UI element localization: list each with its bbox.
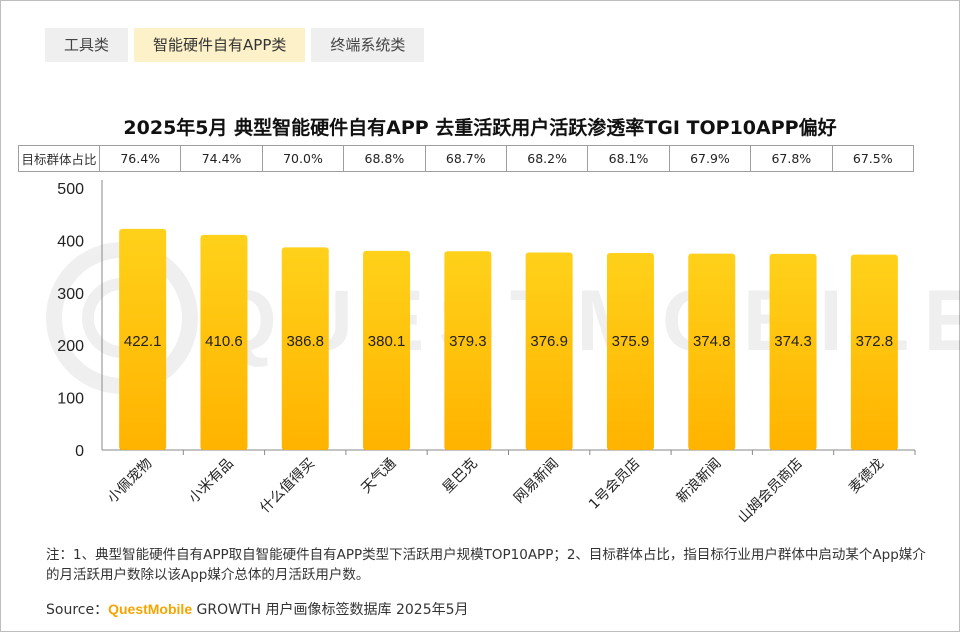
bar-value-label: 410.6 — [205, 333, 243, 350]
category-tabs: 工具类 智能硬件自有APP类 终端系统类 — [45, 28, 425, 62]
y-tick-label: 100 — [57, 391, 84, 408]
bar — [688, 253, 736, 450]
target-share-value: 68.8% — [343, 145, 426, 172]
bar — [769, 253, 817, 450]
target-share-value: 67.9% — [668, 145, 752, 172]
source-brand: QuestMobile — [108, 601, 193, 617]
bar — [525, 252, 573, 450]
x-category-label: 小佩宠物 — [105, 456, 156, 507]
chart-title: 2025年5月 典型智能硬件自有APP 去重活跃用户活跃渗透率TGI TOP10… — [123, 117, 837, 139]
x-category-label: 麦德龙 — [846, 456, 887, 497]
tab-smart-hardware-apps[interactable]: 智能硬件自有APP类 — [134, 28, 306, 62]
y-tick-label: 400 — [57, 233, 84, 250]
target-share-value: 67.8% — [750, 145, 833, 172]
x-category-label: 星巴克 — [440, 456, 481, 497]
footnote: 注：1、典型智能硬件自有APP取自智能硬件自有APP类型下活跃用户规模TOP10… — [46, 547, 926, 583]
watermark-text: QUESTMOBILE — [210, 273, 960, 369]
bar-value-label: 374.8 — [693, 333, 731, 350]
y-tick-label: 0 — [75, 443, 84, 460]
source-line: Source：QuestMobile GROWTH 用户画像标签数据库 2025… — [46, 599, 469, 619]
bar — [606, 253, 654, 450]
y-tick-label: 300 — [57, 286, 84, 303]
bar — [119, 228, 167, 450]
x-category-label: 小米有品 — [186, 456, 237, 507]
bar — [444, 251, 492, 450]
watermark: QUESTMOBILE — [46, 242, 960, 394]
tab-tools[interactable]: 工具类 — [45, 28, 129, 62]
bar-value-label: 379.3 — [449, 333, 487, 350]
bar-value-label: 374.3 — [774, 333, 812, 350]
bar-value-label: 372.8 — [856, 333, 894, 350]
bar — [850, 254, 898, 450]
bar — [363, 250, 411, 450]
bar-value-label: 376.9 — [530, 333, 568, 350]
tab-terminal-system[interactable]: 终端系统类 — [311, 28, 425, 62]
x-category-label: 网易新闻 — [511, 456, 562, 507]
bar-value-label: 386.8 — [286, 333, 324, 350]
target-share-value: 68.1% — [587, 145, 670, 172]
target-share-row: 目标群体占比 76.4% 74.4% 70.0% 68.8% 68.7% 68.… — [18, 145, 915, 172]
x-category-label: 什么值得买 — [257, 455, 319, 517]
x-category-label: 新浪新闻 — [674, 456, 725, 507]
bar-value-label: 380.1 — [368, 333, 406, 350]
target-share-value: 74.4% — [180, 145, 263, 172]
source-prefix: Source： — [46, 602, 109, 618]
target-share-value: 67.5% — [831, 145, 915, 172]
bar — [281, 247, 329, 450]
y-tick-label: 500 — [57, 181, 84, 198]
target-share-value: 70.0% — [261, 145, 345, 172]
target-share-value: 68.2% — [505, 145, 589, 172]
source-suffix: GROWTH 用户画像标签数据库 2025年5月 — [192, 602, 469, 618]
x-category-label: 1号会员店 — [586, 456, 643, 513]
target-share-table: 目标群体占比 76.4% 74.4% 70.0% 68.8% 68.7% 68.… — [18, 145, 915, 172]
bar-value-label: 422.1 — [124, 333, 162, 350]
bar-value-label: 375.9 — [612, 333, 650, 350]
target-share-value: 68.7% — [424, 145, 507, 172]
y-tick-label: 200 — [57, 338, 84, 355]
x-category-label: 山姆会员商店 — [735, 456, 806, 527]
bar — [200, 234, 248, 450]
target-share-value: 76.4% — [98, 145, 182, 172]
x-category-label: 天气通 — [358, 456, 399, 497]
